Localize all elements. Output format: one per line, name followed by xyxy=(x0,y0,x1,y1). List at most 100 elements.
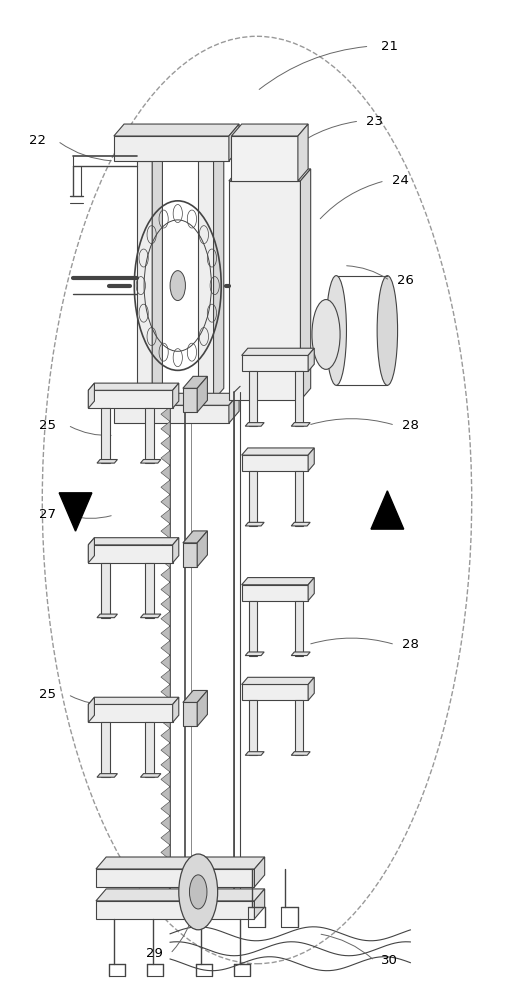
Polygon shape xyxy=(161,597,170,611)
Polygon shape xyxy=(161,787,170,801)
Polygon shape xyxy=(173,383,179,408)
Polygon shape xyxy=(144,408,154,463)
Polygon shape xyxy=(88,538,179,545)
Polygon shape xyxy=(59,493,92,531)
Polygon shape xyxy=(88,704,173,722)
Polygon shape xyxy=(161,830,170,845)
Polygon shape xyxy=(137,149,162,161)
Polygon shape xyxy=(308,578,314,601)
Polygon shape xyxy=(88,545,173,563)
Polygon shape xyxy=(161,743,170,757)
Polygon shape xyxy=(183,388,197,412)
Polygon shape xyxy=(245,423,264,426)
Polygon shape xyxy=(242,448,314,455)
Polygon shape xyxy=(254,857,265,887)
Polygon shape xyxy=(161,407,170,422)
Polygon shape xyxy=(161,611,170,626)
Text: 25: 25 xyxy=(39,688,56,701)
Polygon shape xyxy=(173,538,179,563)
Polygon shape xyxy=(96,901,254,919)
Polygon shape xyxy=(161,568,170,582)
Polygon shape xyxy=(249,601,257,656)
Polygon shape xyxy=(161,684,170,699)
Polygon shape xyxy=(298,124,308,181)
Circle shape xyxy=(170,271,186,301)
Polygon shape xyxy=(296,601,303,656)
Polygon shape xyxy=(161,772,170,787)
Polygon shape xyxy=(114,393,239,405)
Polygon shape xyxy=(173,697,179,722)
Polygon shape xyxy=(144,722,154,777)
Polygon shape xyxy=(161,641,170,655)
Polygon shape xyxy=(161,874,170,889)
Polygon shape xyxy=(198,161,213,400)
Polygon shape xyxy=(229,169,310,181)
Polygon shape xyxy=(161,699,170,714)
Polygon shape xyxy=(231,136,298,181)
Polygon shape xyxy=(101,722,111,777)
Polygon shape xyxy=(101,408,111,463)
Polygon shape xyxy=(161,757,170,772)
Polygon shape xyxy=(161,465,170,480)
Polygon shape xyxy=(197,690,208,726)
Polygon shape xyxy=(308,348,314,371)
Polygon shape xyxy=(183,690,208,702)
Polygon shape xyxy=(229,393,239,423)
Polygon shape xyxy=(249,700,257,755)
Polygon shape xyxy=(161,524,170,538)
Polygon shape xyxy=(161,509,170,524)
Polygon shape xyxy=(88,383,95,408)
Polygon shape xyxy=(140,774,161,777)
Polygon shape xyxy=(97,614,117,618)
Polygon shape xyxy=(161,538,170,553)
Circle shape xyxy=(179,854,217,930)
Polygon shape xyxy=(88,697,179,704)
Polygon shape xyxy=(213,149,224,400)
Polygon shape xyxy=(242,455,308,471)
Polygon shape xyxy=(161,436,170,451)
Polygon shape xyxy=(229,124,239,161)
Polygon shape xyxy=(242,348,314,355)
Polygon shape xyxy=(231,124,308,136)
Polygon shape xyxy=(114,136,229,161)
Polygon shape xyxy=(242,585,308,601)
Polygon shape xyxy=(96,869,254,887)
Polygon shape xyxy=(161,801,170,816)
Text: 21: 21 xyxy=(381,40,398,53)
Polygon shape xyxy=(140,460,161,463)
Text: 27: 27 xyxy=(39,508,56,521)
Polygon shape xyxy=(96,889,265,901)
Text: 22: 22 xyxy=(29,134,46,147)
Polygon shape xyxy=(114,405,229,423)
Polygon shape xyxy=(161,728,170,743)
Polygon shape xyxy=(296,371,303,426)
Text: 28: 28 xyxy=(402,419,419,432)
Polygon shape xyxy=(242,578,314,585)
Polygon shape xyxy=(88,383,179,390)
Polygon shape xyxy=(161,816,170,830)
Polygon shape xyxy=(144,563,154,618)
Polygon shape xyxy=(301,169,310,400)
Polygon shape xyxy=(161,553,170,568)
Polygon shape xyxy=(291,652,310,656)
Ellipse shape xyxy=(326,276,346,385)
Polygon shape xyxy=(88,538,95,563)
Polygon shape xyxy=(245,522,264,526)
Polygon shape xyxy=(291,522,310,526)
Polygon shape xyxy=(371,491,403,529)
Circle shape xyxy=(190,875,207,909)
Polygon shape xyxy=(88,697,95,722)
Polygon shape xyxy=(198,149,224,161)
Polygon shape xyxy=(242,355,308,371)
Polygon shape xyxy=(197,531,208,567)
Ellipse shape xyxy=(312,300,340,369)
Text: 29: 29 xyxy=(146,947,163,960)
Polygon shape xyxy=(97,460,117,463)
Polygon shape xyxy=(161,392,170,407)
Polygon shape xyxy=(245,752,264,755)
Polygon shape xyxy=(245,652,264,656)
Text: 24: 24 xyxy=(392,174,409,187)
Polygon shape xyxy=(291,423,310,426)
Polygon shape xyxy=(101,563,111,618)
Polygon shape xyxy=(161,626,170,641)
